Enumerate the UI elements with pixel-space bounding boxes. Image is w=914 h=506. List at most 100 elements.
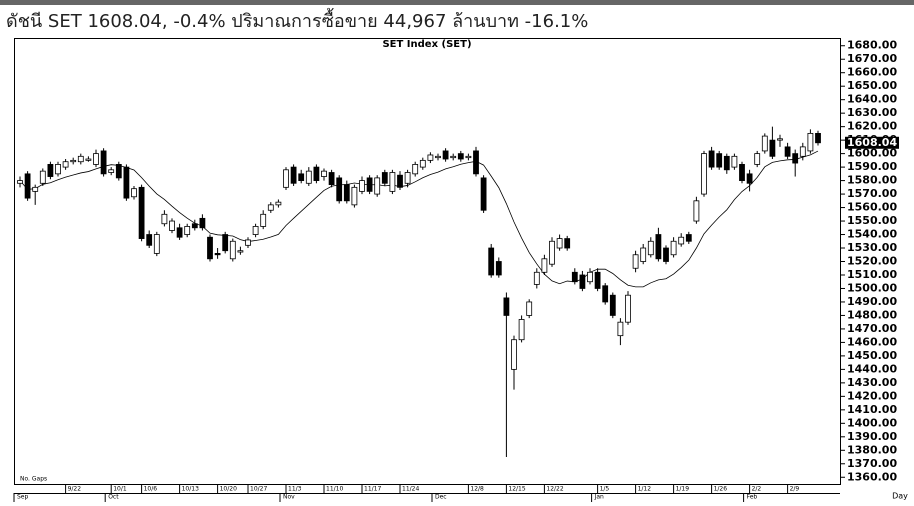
candle-body	[435, 155, 441, 159]
x-tick-label: 1/26	[714, 486, 728, 493]
candle-body	[184, 226, 191, 235]
candle-body	[199, 217, 206, 229]
x-tick-label: 10/13	[182, 486, 199, 493]
candle-body	[260, 213, 267, 227]
candle-body	[131, 188, 137, 198]
candle-body	[480, 177, 487, 211]
x-tick-label: 12/22	[546, 486, 563, 493]
candle-body	[245, 239, 251, 246]
candle-body	[488, 247, 495, 276]
candle-body	[708, 150, 715, 168]
candle-body	[153, 234, 160, 254]
candle-body	[564, 238, 571, 249]
candle-body	[93, 153, 99, 165]
x-tick-label: 1/5	[600, 486, 610, 493]
candle-body	[617, 321, 624, 337]
y-tick-label: 1570.00	[847, 187, 897, 200]
y-tick-label: 1620.00	[847, 120, 897, 133]
x-tick-label: 12/8	[470, 486, 484, 493]
candle-body	[602, 285, 609, 303]
candle-body	[723, 155, 730, 171]
candle-body	[108, 169, 115, 173]
candle-body	[169, 220, 175, 231]
y-tick-label: 1360.00	[847, 470, 897, 483]
candle-body	[549, 240, 555, 265]
candle-body	[123, 166, 130, 199]
candle-body	[739, 164, 745, 181]
candle-body	[761, 135, 768, 152]
candle-body	[716, 153, 723, 168]
candle-body	[229, 240, 236, 260]
candle-body	[85, 158, 92, 161]
candle-body	[655, 234, 662, 260]
candle-body	[693, 200, 700, 222]
candle-body	[465, 155, 472, 159]
y-tick-label: 1590.00	[847, 160, 897, 173]
candle-body	[336, 177, 343, 202]
x-tick-label: 11/17	[364, 486, 381, 493]
candle-body	[77, 155, 84, 163]
candle-body	[343, 184, 350, 202]
y-tick-label: 1370.00	[847, 457, 897, 470]
candle-body	[670, 240, 677, 256]
x-axis-label: Day	[892, 492, 908, 501]
candle-body	[359, 180, 365, 192]
candle-body	[100, 150, 107, 175]
candle-body	[146, 234, 153, 246]
y-tick-label: 1400.00	[847, 416, 897, 429]
y-tick-label: 1540.00	[847, 228, 897, 241]
y-tick-label: 1390.00	[847, 430, 897, 443]
top-bar	[0, 0, 914, 5]
y-tick-label: 1510.00	[847, 268, 897, 281]
y-tick-label: 1560.00	[847, 201, 897, 214]
candle-body	[412, 164, 419, 175]
y-tick-label: 1550.00	[847, 214, 897, 227]
candle-body	[799, 146, 806, 157]
candle-body	[366, 177, 373, 192]
y-tick-label: 1580.00	[847, 174, 897, 187]
candle-body	[214, 253, 221, 256]
header: ดัชนี SET 1608.04, -0.4% ปริมาณการซื้อขา…	[6, 8, 588, 32]
candle-body	[533, 271, 540, 285]
month-label: Feb	[747, 494, 758, 501]
y-tick-label: 1660.00	[847, 66, 897, 79]
x-tick-label: 9/22	[68, 486, 82, 493]
y-tick-label: 1480.00	[847, 308, 897, 321]
y-tick-label: 1600.00	[847, 147, 897, 160]
candle-body	[283, 169, 289, 188]
candle-body	[473, 150, 479, 175]
candle-body	[62, 161, 69, 168]
candle-body	[526, 301, 533, 316]
candle-body	[746, 173, 753, 184]
candle-body	[663, 247, 669, 262]
candle-body	[138, 186, 145, 239]
candle-body	[321, 170, 327, 177]
candle-body	[32, 186, 39, 192]
candle-body	[640, 247, 647, 262]
candle-body	[39, 170, 46, 184]
candle-body	[556, 238, 563, 249]
candle-body	[769, 139, 776, 157]
x-tick-label: 12/15	[508, 486, 525, 493]
x-tick-label: 10/27	[250, 486, 267, 493]
candle-body	[647, 240, 654, 256]
candle-body	[587, 271, 593, 283]
candle-body	[632, 254, 639, 269]
y-tick-label: 1530.00	[847, 241, 897, 254]
y-tick-label: 1470.00	[847, 322, 897, 335]
candle-body	[518, 319, 525, 341]
candle-body	[176, 227, 183, 238]
x-tick-label: 11/24	[402, 486, 419, 493]
candle-body	[511, 339, 517, 370]
y-tick-label: 1630.00	[847, 106, 897, 119]
candle-body	[389, 172, 396, 192]
x-tick-label: 10/1	[113, 486, 127, 493]
y-tick-label: 1680.00	[847, 39, 897, 52]
y-tick-label: 1380.00	[847, 443, 897, 456]
candle-body	[328, 172, 335, 186]
candle-body	[807, 132, 814, 152]
candle-body	[678, 236, 685, 245]
y-tick-label: 1440.00	[847, 362, 897, 375]
moving-average	[19, 150, 819, 288]
